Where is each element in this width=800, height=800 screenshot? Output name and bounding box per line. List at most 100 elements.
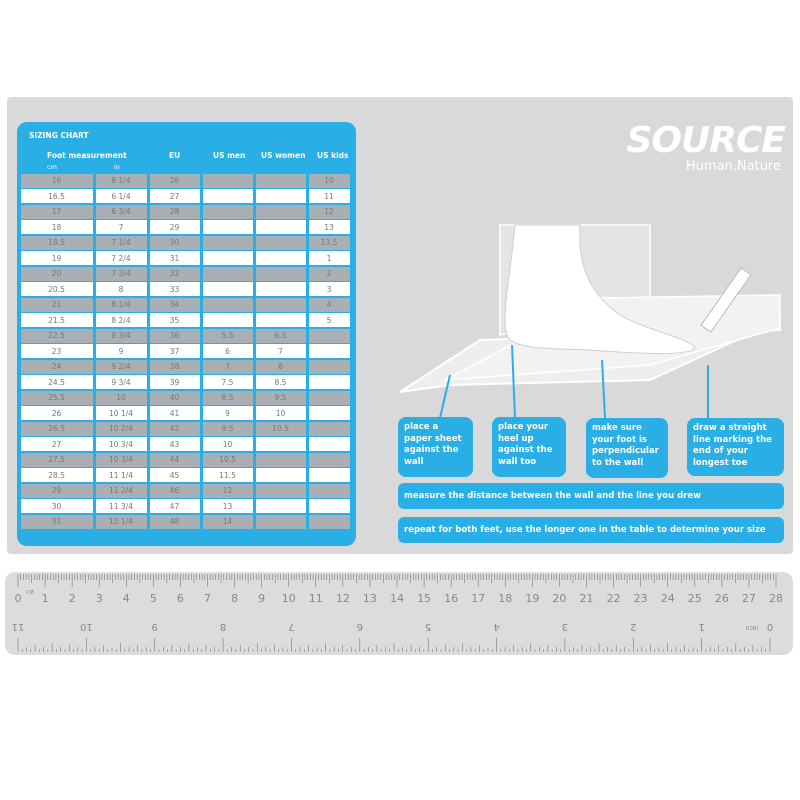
inch-label: 11 (12, 621, 25, 632)
table-cell: 46 (149, 483, 200, 498)
table-row: 21.5 8 2/4 35 5 (19, 313, 354, 329)
inch-label: 9 (152, 621, 158, 632)
cm-label: 23 (634, 592, 648, 605)
table-cell: 9 (202, 406, 253, 421)
table-cell: 7 2/4 (95, 251, 147, 266)
table-cell: 27 (149, 189, 200, 204)
table-cell: 11.5 (202, 468, 253, 483)
table-cell (255, 282, 306, 297)
table-cell: 9 3/4 (95, 375, 147, 390)
inch-label: 3 (562, 621, 568, 632)
table-cell: 24.5 (20, 375, 93, 390)
table-cell (202, 204, 253, 219)
table-cell (202, 313, 253, 328)
table-cell: 19 (20, 251, 93, 266)
table-row: 20 7 3/4 32 2 (19, 266, 354, 282)
cm-label: 25 (688, 592, 702, 605)
table-cell (308, 406, 350, 421)
logo-tagline: Human.Nature (685, 159, 781, 174)
table-row: 26 10 1/4 41 9 10 (19, 406, 354, 422)
table-row: 16.5 6 1/4 27 11 (19, 189, 354, 205)
table-cell: 47 (149, 499, 200, 514)
table-row: 18 7 29 13 (19, 220, 354, 236)
table-row: 26.5 10 2/4 42 9.5 10.5 (19, 421, 354, 437)
table-cell: 10 (308, 173, 350, 188)
table-cell (202, 251, 253, 266)
cm-unit: CM (26, 590, 34, 596)
table-cell: 8 (95, 282, 147, 297)
cm-label: 16 (444, 592, 458, 605)
table-cell (308, 344, 350, 359)
inch-label: 6 (357, 621, 363, 632)
table-cell: 9.5 (255, 390, 306, 405)
table-cell (308, 328, 350, 343)
table-cell: 30 (20, 499, 93, 514)
table-cell (255, 220, 306, 235)
table-cell: 7 (202, 359, 253, 374)
inch-label: 7 (288, 621, 294, 632)
table-cell: 26 (149, 173, 200, 188)
inch-label: 1 (698, 621, 704, 632)
header-us-women: US women (261, 151, 306, 160)
table-row: 27.5 10 3/4 44 10.5 (19, 452, 354, 468)
cm-label: 18 (498, 592, 512, 605)
table-row: 19 7 2/4 31 1 (19, 251, 354, 267)
table-cell: 37 (149, 344, 200, 359)
cm-label: 4 (123, 592, 130, 605)
step-2-callout: place your heel up against the wall too (492, 417, 566, 477)
inch-label: 5 (425, 621, 431, 632)
header-cm: cm (47, 163, 57, 171)
cm-label: 27 (742, 592, 756, 605)
table-cell: 32 (149, 266, 200, 281)
cm-label: 28 (769, 592, 783, 605)
table-cell: 17 (20, 204, 93, 219)
header-foot-measurement: Foot measurement (47, 151, 127, 160)
table-cell (202, 189, 253, 204)
table-cell: 8 3/4 (95, 328, 147, 343)
cm-label: 12 (336, 592, 350, 605)
table-cell (308, 452, 350, 467)
cm-label: 15 (417, 592, 431, 605)
table-cell: 5 (308, 313, 350, 328)
table-cell (255, 251, 306, 266)
table-cell: 7 1/4 (95, 235, 147, 250)
table-cell (255, 266, 306, 281)
table-cell: 28 (149, 204, 200, 219)
inch-label: 10 (80, 621, 93, 632)
cm-label: 20 (552, 592, 566, 605)
table-cell: 6 3/4 (95, 204, 147, 219)
table-row: 25.5 10 40 8.5 9.5 (19, 390, 354, 406)
table-cell: 28.5 (20, 468, 93, 483)
table-cell: 14 (202, 514, 253, 529)
table-cell: 9.5 (202, 421, 253, 436)
table-cell: 22.5 (20, 328, 93, 343)
table-cell: 11 2/4 (95, 483, 147, 498)
cm-label: 2 (69, 592, 76, 605)
table-cell (255, 297, 306, 312)
step-3-callout: make sure your foot is perpendicular to … (586, 418, 668, 478)
inch-label: 8 (220, 621, 226, 632)
instruction-repeat: repeat for both feet, use the longer one… (398, 517, 784, 543)
table-cell: 7 3/4 (95, 266, 147, 281)
table-cell: 13.5 (308, 235, 350, 250)
table-cell: 34 (149, 297, 200, 312)
cm-label: 0 (15, 592, 22, 605)
inch-unit: INCH (745, 624, 758, 630)
table-cell: 6 (202, 344, 253, 359)
table-cell: 13 (202, 499, 253, 514)
cm-label: 14 (390, 592, 404, 605)
header-in: in (114, 163, 120, 171)
table-cell: 10 (202, 437, 253, 452)
table-cell: 31 (149, 251, 200, 266)
table-cell (308, 514, 350, 529)
table-cell: 20 (20, 266, 93, 281)
cm-label: 11 (309, 592, 323, 605)
header-us-kids: US kids (317, 151, 349, 160)
inch-label: 4 (493, 621, 499, 632)
table-cell: 45 (149, 468, 200, 483)
table-row: 16 6 1/4 26 10 (19, 173, 354, 189)
table-cell (308, 437, 350, 452)
cm-label: 3 (96, 592, 103, 605)
table-cell: 9 2/4 (95, 359, 147, 374)
table-cell: 43 (149, 437, 200, 452)
